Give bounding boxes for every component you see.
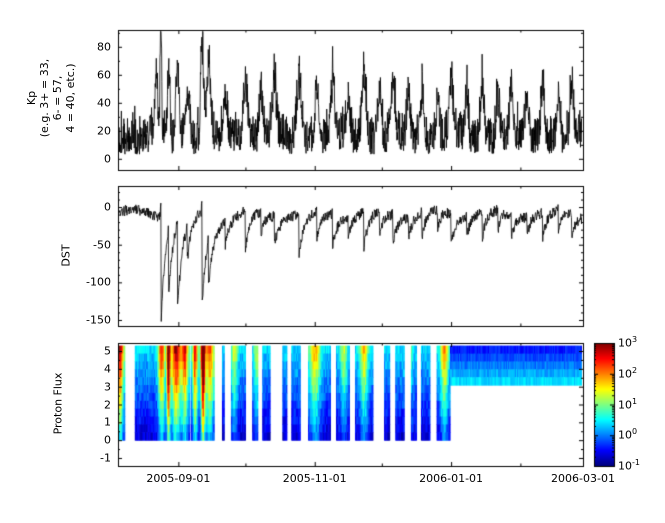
flux-y-tick-label: 4: [104, 362, 111, 376]
colorbar: [594, 343, 614, 466]
proton-flux-axis-label: Proton Flux: [51, 372, 65, 435]
x-tick-label: 2006-01-01: [419, 472, 484, 485]
kp-y-tick-label: 0: [104, 152, 111, 166]
proton-flux-panel: [118, 343, 583, 466]
x-tick-label: 2005-09-01: [146, 472, 211, 485]
flux-y-tick-label: 0: [104, 433, 111, 447]
flux-y-tick-label: 1: [104, 415, 111, 429]
kp-y-tick-label: 20: [97, 124, 111, 138]
flux-y-tick-label: 5: [104, 344, 111, 358]
dst-y-tick-label: -100: [86, 275, 111, 289]
colorbar-tick-exponent: 2: [632, 365, 638, 375]
flux-y-tick-label: 3: [104, 380, 111, 394]
dst-y-tick-label: -50: [93, 238, 111, 252]
kp-axis-label-line: 4 = 40, etc.): [64, 63, 77, 133]
dst-y-tick-label: 0: [104, 200, 111, 214]
kp-axis-label: Kp (e.g. 3+ = 33, 6- = 57, 4 = 40, etc.): [25, 23, 77, 173]
dst-y-tick-label: -150: [86, 313, 111, 327]
colorbar-tick-label: 102: [618, 365, 638, 381]
flux-y-tick-label: -1: [100, 451, 111, 465]
kp-axis-label-line: 6- = 57,: [51, 75, 64, 121]
colorbar-tick-exponent: -1: [632, 457, 640, 467]
dst-axis-label: DST: [59, 244, 73, 267]
kp-axis-label-line: Kp: [25, 90, 38, 106]
dst-panel: [118, 186, 583, 326]
colorbar-tick-exponent: 1: [632, 396, 638, 406]
kp-panel: [118, 30, 583, 170]
colorbar-tick-label: 100: [618, 427, 638, 442]
colorbar-tick-exponent: 0: [632, 427, 638, 437]
kp-y-tick-label: 80: [97, 40, 111, 54]
kp-axis-label-line: (e.g. 3+ = 33,: [38, 58, 51, 138]
flux-y-tick-label: 2: [104, 398, 111, 411]
colorbar-tick-label: 10-1: [618, 457, 640, 473]
colorbar-tick-exponent: 3: [632, 334, 638, 344]
x-tick-label: 2006-03-01: [551, 472, 615, 485]
kp-y-tick-label: 60: [97, 68, 111, 82]
colorbar-tick-label: 103: [618, 334, 638, 350]
kp-y-tick-label: 40: [97, 96, 111, 110]
colorbar-tick-label: 101: [618, 396, 638, 411]
x-tick-label: 2005-11-01: [282, 472, 347, 485]
